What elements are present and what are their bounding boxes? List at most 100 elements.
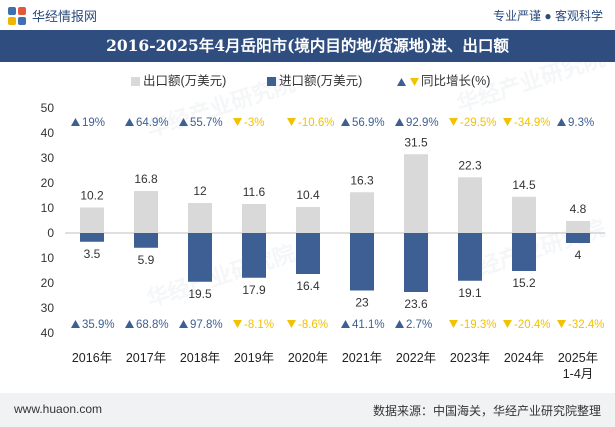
x-tick-label: 2018年 (180, 351, 220, 365)
import-bar (566, 233, 590, 243)
import-growth-label: 35.9% (82, 319, 115, 331)
footer-site[interactable]: www.huaon.com (14, 402, 103, 416)
import-growth-label: -8.1% (244, 319, 274, 331)
footer: www.huaon.com 数据来源：中国海关，华经产业研究院整理 (0, 393, 615, 427)
import-growth-label: 68.8% (136, 319, 169, 331)
x-tick-label: 2022年 (396, 351, 436, 365)
import-value-label: 17.9 (242, 283, 266, 297)
export-growth-triangle (557, 118, 566, 126)
import-value-label: 19.1 (458, 286, 482, 300)
import-bar (512, 233, 536, 271)
import-growth-label: 2.7% (406, 319, 432, 331)
import-bar (134, 233, 158, 248)
import-growth-triangle (179, 320, 188, 328)
export-growth-triangle (287, 118, 296, 126)
x-tick-label: 2016年 (72, 351, 112, 365)
import-bar (80, 233, 104, 242)
export-bar (242, 204, 266, 233)
import-value-label: 15.2 (512, 276, 536, 290)
export-growth-label: -3% (244, 117, 264, 129)
export-growth-triangle (449, 118, 458, 126)
legend-export-swatch (131, 77, 140, 86)
import-bar (404, 233, 428, 292)
tagline: 专业严谨 ● 客观科学 (493, 9, 603, 23)
export-growth-label: -10.6% (298, 117, 334, 129)
export-growth-label: 92.9% (406, 117, 439, 129)
export-growth-label: 56.9% (352, 117, 385, 129)
import-growth-label: 41.1% (352, 319, 385, 331)
import-growth-triangle (71, 320, 80, 328)
export-value-label: 12 (193, 184, 207, 198)
export-growth-label: 64.9% (136, 117, 169, 129)
import-growth-label: -20.4% (514, 319, 550, 331)
export-growth-triangle (179, 118, 188, 126)
import-bar (458, 233, 482, 281)
import-bar (350, 233, 374, 291)
export-bar (188, 203, 212, 233)
legend-up-triangle (397, 78, 406, 86)
import-bar (242, 233, 266, 278)
x-tick-label: 2024年 (504, 351, 544, 365)
import-value-label: 4 (575, 248, 582, 262)
x-tick-label: 2019年 (234, 351, 274, 365)
y-tick-label: 0 (47, 226, 54, 240)
import-value-label: 3.5 (84, 247, 101, 261)
y-tick-label: 10 (41, 251, 55, 265)
export-value-label: 22.3 (458, 158, 482, 172)
y-tick-label: 40 (41, 126, 55, 140)
import-value-label: 16.4 (296, 279, 320, 293)
import-growth-triangle (503, 320, 512, 328)
export-bar (80, 207, 104, 233)
export-growth-label: 9.3% (568, 117, 594, 129)
export-value-label: 31.5 (404, 135, 428, 149)
import-value-label: 23.6 (404, 297, 428, 311)
legend-down-triangle (410, 78, 419, 86)
import-growth-triangle (449, 320, 458, 328)
export-bar (566, 221, 590, 233)
import-value-label: 5.9 (138, 253, 155, 267)
export-bar (458, 177, 482, 233)
export-value-label: 4.8 (570, 202, 587, 216)
export-value-label: 16.8 (134, 172, 158, 186)
import-bar (296, 233, 320, 274)
export-bar (404, 154, 428, 233)
y-tick-label: 30 (41, 151, 55, 165)
export-growth-triangle (395, 118, 404, 126)
export-growth-triangle (71, 118, 80, 126)
export-growth-triangle (503, 118, 512, 126)
export-value-label: 10.2 (80, 189, 104, 203)
export-growth-label: 19% (82, 117, 105, 129)
y-tick-label: 20 (41, 176, 55, 190)
import-growth-triangle (233, 320, 242, 328)
export-value-label: 14.5 (512, 178, 536, 192)
import-value-label: 23 (355, 296, 369, 310)
watermark-text: 华经产业研究院 (454, 62, 609, 118)
x-tick-label: 2023年 (450, 351, 490, 365)
export-bar (296, 207, 320, 233)
y-tick-label: 10 (41, 201, 55, 215)
y-tick-label: 40 (41, 326, 55, 340)
watermark-text: 华经产业研究院 (144, 240, 299, 312)
logo-icon (8, 6, 26, 25)
export-growth-label: -29.5% (460, 117, 496, 129)
chart-area: 华经产业研究院华经产业研究院华经产业研究院华经产业研究院出口额(万美元)进口额(… (41, 62, 609, 381)
y-tick-label: 20 (41, 276, 55, 290)
import-growth-triangle (287, 320, 296, 328)
x-tick-label: 2020年 (288, 351, 328, 365)
x-tick-label: 2021年 (342, 351, 382, 365)
import-bar (188, 233, 212, 282)
export-growth-label: 55.7% (190, 117, 223, 129)
x-tick-label: 2025年 (558, 351, 598, 365)
export-growth-triangle (233, 118, 242, 126)
import-growth-triangle (557, 320, 566, 328)
import-growth-label: -19.3% (460, 319, 496, 331)
export-bar (512, 196, 536, 233)
chart-title: 2016-2025年4月岳阳市(境内目的地/货源地)进、出口额 (0, 30, 615, 62)
legend-export-label: 出口额(万美元) (143, 74, 226, 88)
import-growth-label: -8.6% (298, 319, 328, 331)
import-growth-triangle (125, 320, 134, 328)
export-bar (350, 192, 374, 233)
x-tick-label: 2017年 (126, 351, 166, 365)
top-bar: 华经情报网 专业严谨 ● 客观科学 (0, 0, 615, 30)
export-bar (134, 191, 158, 233)
